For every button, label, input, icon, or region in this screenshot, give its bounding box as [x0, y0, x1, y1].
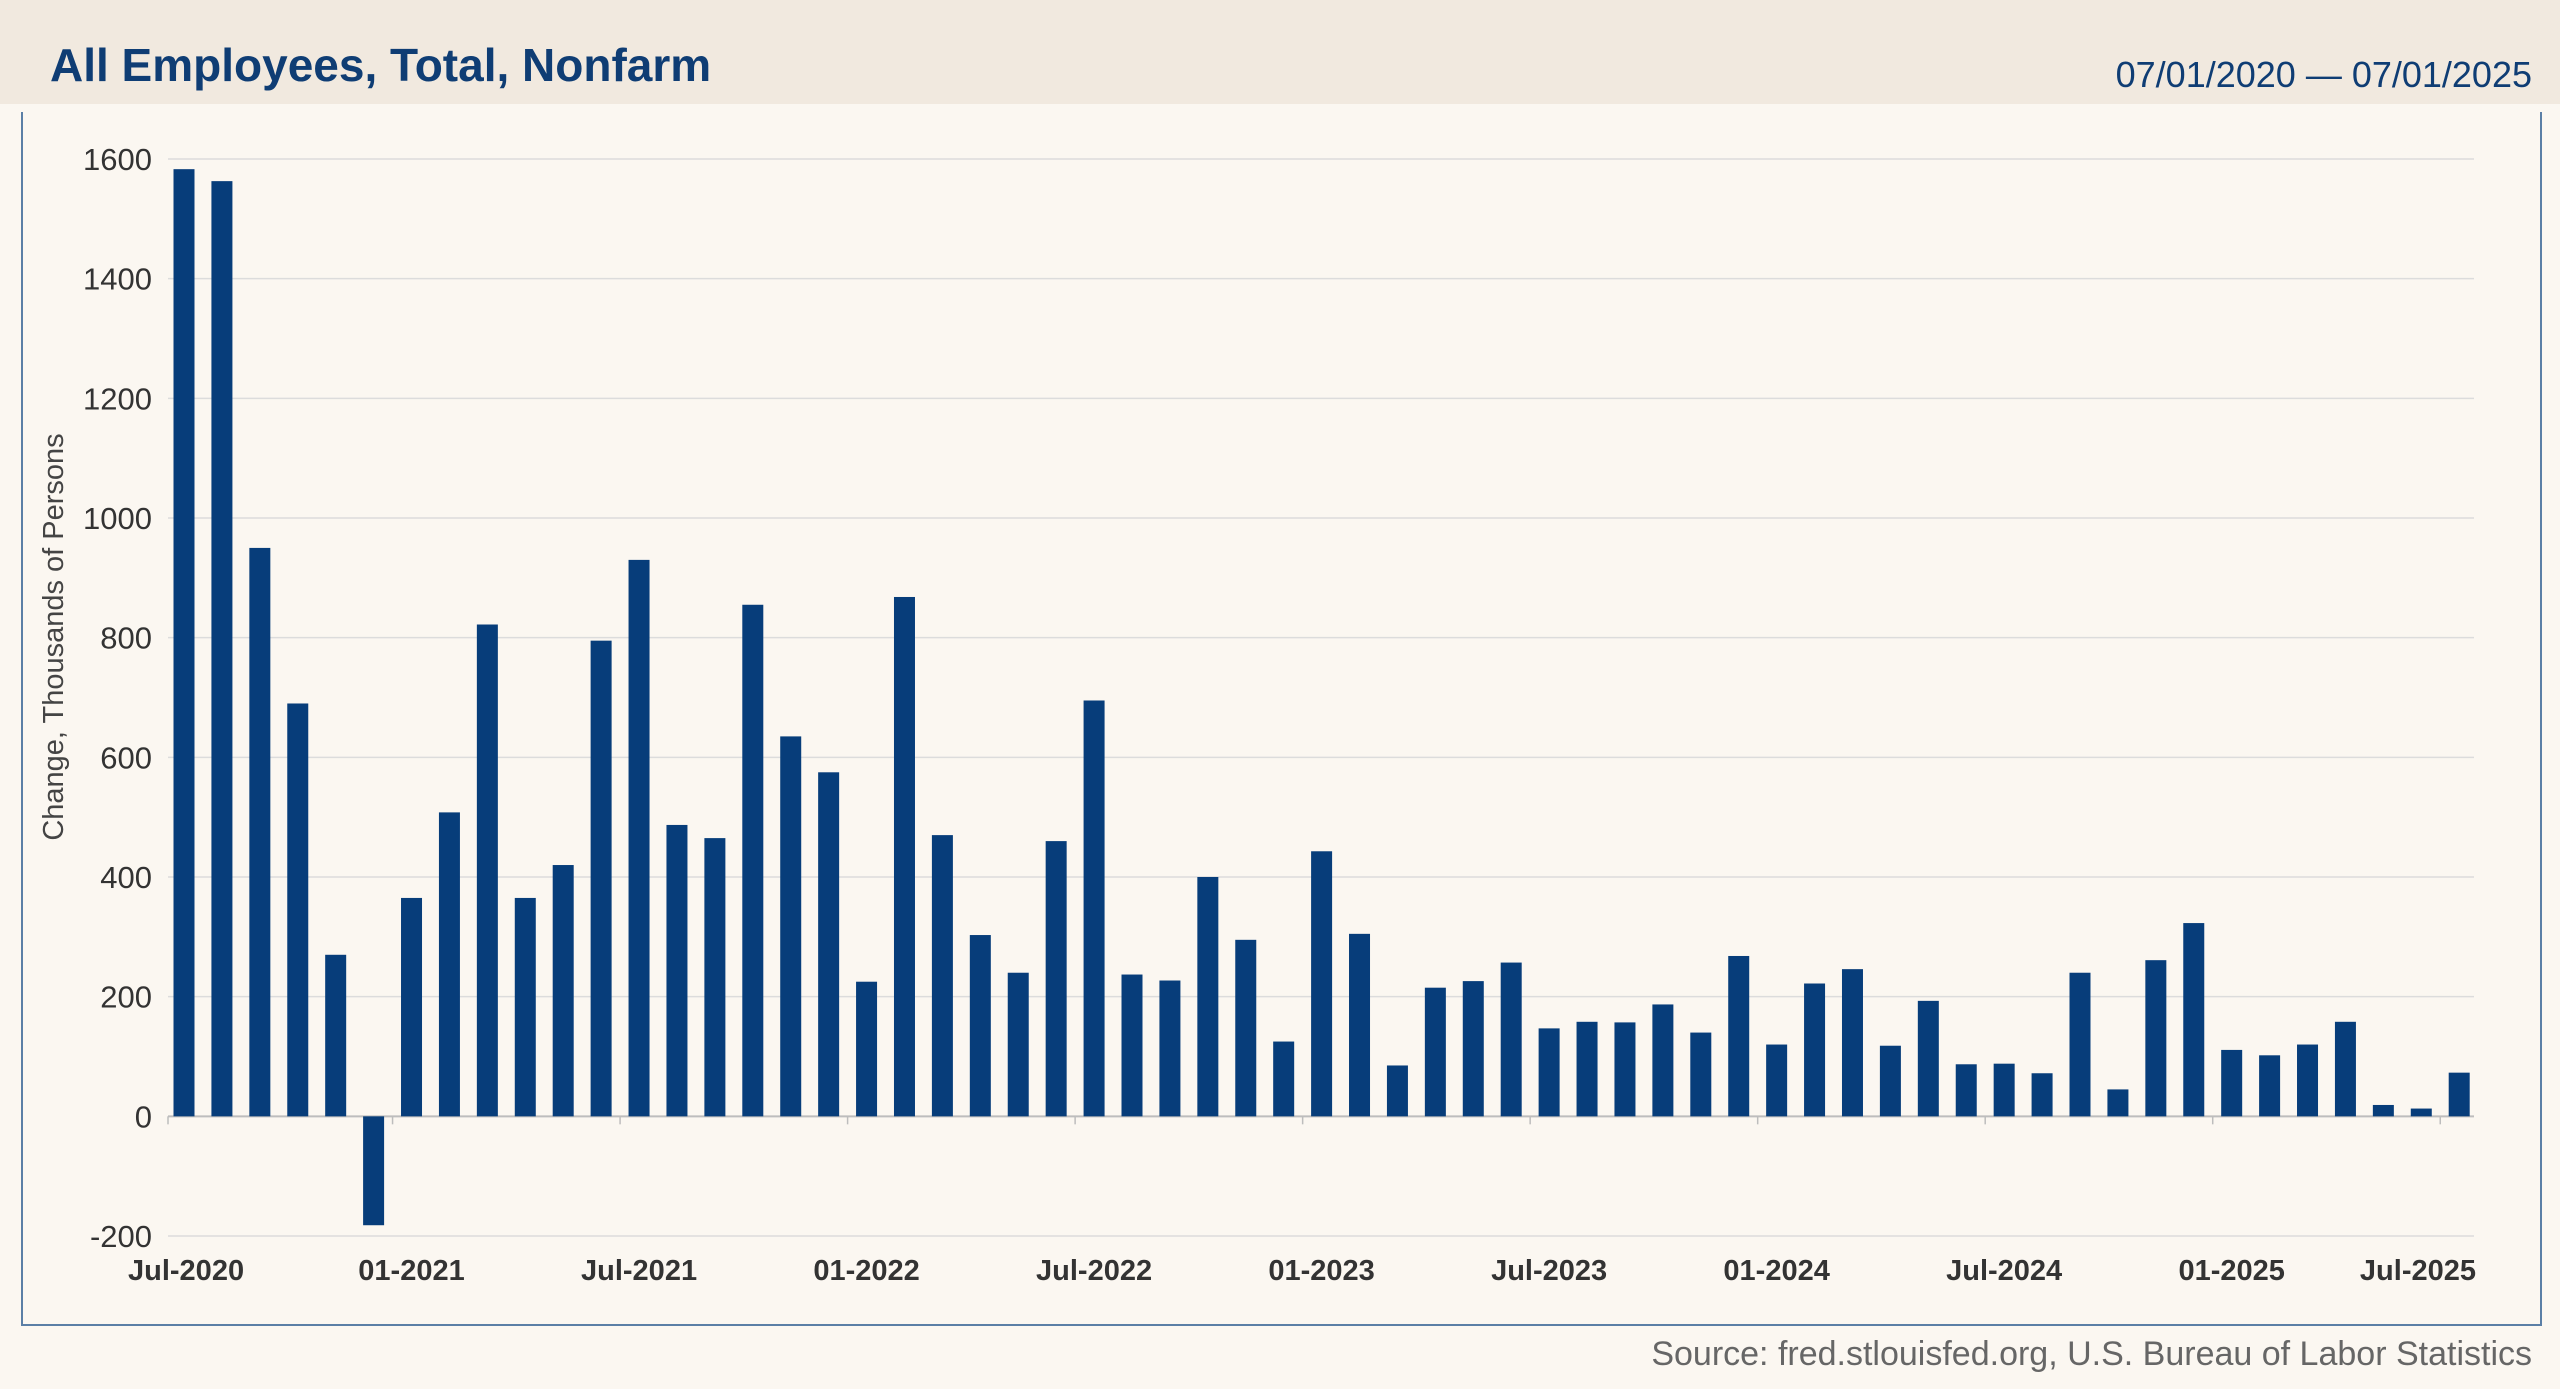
- x-tick-label: 01-2022: [813, 1255, 919, 1287]
- y-tick-label: 1600: [83, 142, 152, 177]
- bar: [893, 596, 915, 1117]
- bar: [1614, 1022, 1636, 1117]
- bar: [704, 838, 726, 1117]
- bar: [2297, 1044, 2319, 1117]
- bar: [780, 736, 802, 1117]
- bar: [1804, 983, 1826, 1117]
- bar: [363, 1116, 385, 1226]
- y-tick-label: 600: [100, 740, 152, 775]
- bar: [325, 954, 347, 1117]
- bar: [1007, 972, 1029, 1117]
- bar: [2107, 1089, 2129, 1117]
- bar: [2145, 960, 2167, 1117]
- bar: [514, 897, 536, 1117]
- bar: [1879, 1045, 1901, 1117]
- x-tick-label: 01-2023: [1268, 1255, 1374, 1287]
- bar: [1841, 969, 1863, 1117]
- y-tick-label: 1400: [83, 262, 152, 297]
- x-tick-label: Jul-2023: [1491, 1255, 1607, 1287]
- bar: [173, 169, 195, 1117]
- bar: [2372, 1104, 2394, 1117]
- bar: [438, 812, 460, 1117]
- chart-title: All Employees, Total, Nonfarm: [50, 39, 712, 91]
- bar: [856, 981, 878, 1117]
- bar: [1045, 841, 1067, 1117]
- bar: [401, 897, 423, 1117]
- x-tick-label: 01-2025: [2178, 1255, 2284, 1287]
- bar: [969, 935, 991, 1117]
- bar: [1766, 1044, 1788, 1117]
- bar: [2221, 1049, 2243, 1117]
- x-tick-label: Jul-2022: [1036, 1255, 1152, 1287]
- bar: [1386, 1065, 1408, 1117]
- y-tick-label: 400: [100, 860, 152, 895]
- bar: [590, 640, 612, 1117]
- source-note: Source: fred.stlouisfed.org, U.S. Bureau…: [1651, 1335, 2532, 1373]
- bar: [742, 604, 764, 1117]
- bar: [1273, 1041, 1295, 1117]
- bar: [2410, 1108, 2432, 1117]
- x-tick-label: 01-2024: [1723, 1255, 1829, 1287]
- x-tick-label: Jul-2020: [128, 1255, 244, 1287]
- x-tick-label: 01-2021: [358, 1255, 464, 1287]
- y-tick-label: 0: [135, 1099, 152, 1134]
- chart-frame: [21, 112, 2542, 1326]
- y-axis-label: Change, Thousands of Persons: [38, 433, 70, 840]
- bar: [628, 559, 650, 1117]
- bar: [2183, 923, 2205, 1117]
- x-tick-label: Jul-2025: [2360, 1255, 2476, 1287]
- bar: [1576, 1021, 1598, 1117]
- bar: [1652, 1004, 1674, 1117]
- bar: [666, 824, 688, 1117]
- bar: [1728, 955, 1750, 1117]
- bar: [1500, 962, 1522, 1117]
- bar: [287, 703, 309, 1117]
- bar: [1462, 981, 1484, 1117]
- bar: [931, 835, 953, 1117]
- bar: [2031, 1073, 2053, 1117]
- y-tick-label: 1000: [83, 501, 152, 536]
- bar: [1993, 1063, 2015, 1117]
- y-tick-label: 800: [100, 621, 152, 656]
- bar: [2259, 1055, 2281, 1117]
- axes: 16001400120010008006004002000-200Jul-202…: [83, 142, 2476, 1287]
- bar: [1311, 851, 1333, 1117]
- bar: [1538, 1028, 1560, 1117]
- bar: [2448, 1072, 2470, 1117]
- bar: [1917, 1000, 1939, 1117]
- bar: [1955, 1064, 1977, 1117]
- date-range: 07/01/2020 — 07/01/2025: [2115, 54, 2532, 95]
- y-tick-label: 200: [100, 980, 152, 1015]
- bar: [818, 772, 840, 1117]
- bar: [249, 547, 271, 1117]
- bar: [1197, 877, 1219, 1117]
- bar: [211, 181, 233, 1117]
- bar: [1690, 1032, 1712, 1117]
- bar: [1121, 974, 1143, 1117]
- y-tick-label: -200: [90, 1219, 152, 1254]
- bar: [1235, 939, 1257, 1117]
- bar: [552, 865, 574, 1117]
- bar: [1424, 987, 1446, 1117]
- bars: [173, 169, 2470, 1226]
- x-tick-label: Jul-2024: [1946, 1255, 2062, 1287]
- chart-header: All Employees, Total, Nonfarm 07/01/2020…: [0, 0, 2560, 104]
- bar: [2069, 972, 2091, 1117]
- bar: [1083, 700, 1105, 1117]
- x-tick-label: Jul-2021: [581, 1255, 697, 1287]
- y-tick-label: 1200: [83, 381, 152, 416]
- bar: [2334, 1021, 2356, 1117]
- bar: [1159, 980, 1181, 1117]
- bar: [476, 624, 498, 1117]
- bar: [1349, 933, 1371, 1117]
